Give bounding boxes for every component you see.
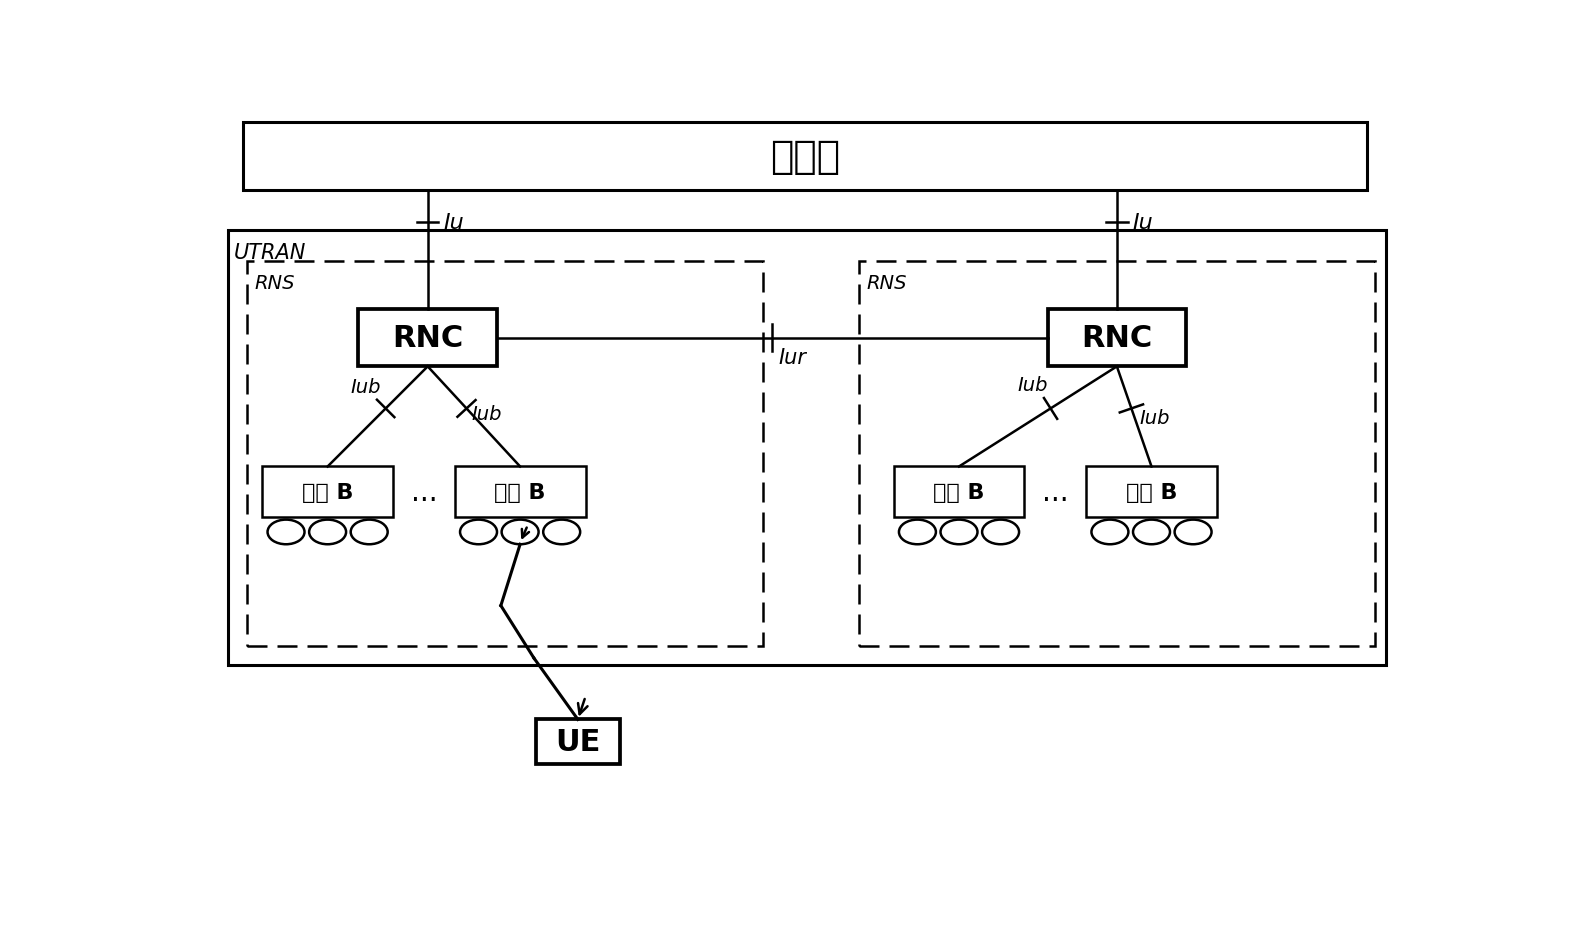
- Text: Iur: Iur: [779, 348, 807, 367]
- Ellipse shape: [351, 520, 387, 545]
- Ellipse shape: [982, 520, 1019, 545]
- Text: RNS: RNS: [255, 273, 296, 293]
- Text: UE: UE: [555, 728, 601, 756]
- Ellipse shape: [898, 520, 936, 545]
- Text: 节点 B: 节点 B: [933, 482, 985, 502]
- Bar: [1048, 310, 1186, 367]
- Text: ...: ...: [411, 478, 437, 506]
- Text: 节点 B: 节点 B: [302, 482, 354, 502]
- Bar: [535, 719, 620, 764]
- Bar: [859, 261, 1375, 646]
- Ellipse shape: [459, 520, 497, 545]
- Text: Iub: Iub: [472, 404, 502, 424]
- Text: RNS: RNS: [867, 273, 908, 293]
- Ellipse shape: [502, 520, 538, 545]
- Text: Iub: Iub: [1018, 375, 1048, 395]
- Text: UTRAN: UTRAN: [234, 243, 307, 262]
- Text: 核心网: 核心网: [769, 137, 840, 175]
- Bar: [242, 122, 1367, 190]
- Ellipse shape: [1092, 520, 1128, 545]
- Ellipse shape: [1175, 520, 1211, 545]
- Bar: [893, 467, 1024, 517]
- Text: Iub: Iub: [351, 377, 381, 397]
- Ellipse shape: [1133, 520, 1170, 545]
- Ellipse shape: [310, 520, 346, 545]
- Bar: [263, 467, 393, 517]
- Bar: [359, 310, 497, 367]
- Text: Iu: Iu: [1133, 213, 1153, 233]
- Bar: [228, 231, 1386, 665]
- Text: Iu: Iu: [444, 213, 464, 233]
- Bar: [1085, 467, 1218, 517]
- Bar: [455, 467, 585, 517]
- Ellipse shape: [941, 520, 977, 545]
- Text: 节点 B: 节点 B: [494, 482, 546, 502]
- Text: ...: ...: [1041, 478, 1068, 506]
- Ellipse shape: [267, 520, 305, 545]
- Bar: [247, 261, 763, 646]
- Text: RNC: RNC: [1081, 324, 1153, 352]
- Ellipse shape: [543, 520, 580, 545]
- Text: Iub: Iub: [1139, 409, 1170, 427]
- Text: RNC: RNC: [392, 324, 464, 352]
- Text: 节点 B: 节点 B: [1126, 482, 1177, 502]
